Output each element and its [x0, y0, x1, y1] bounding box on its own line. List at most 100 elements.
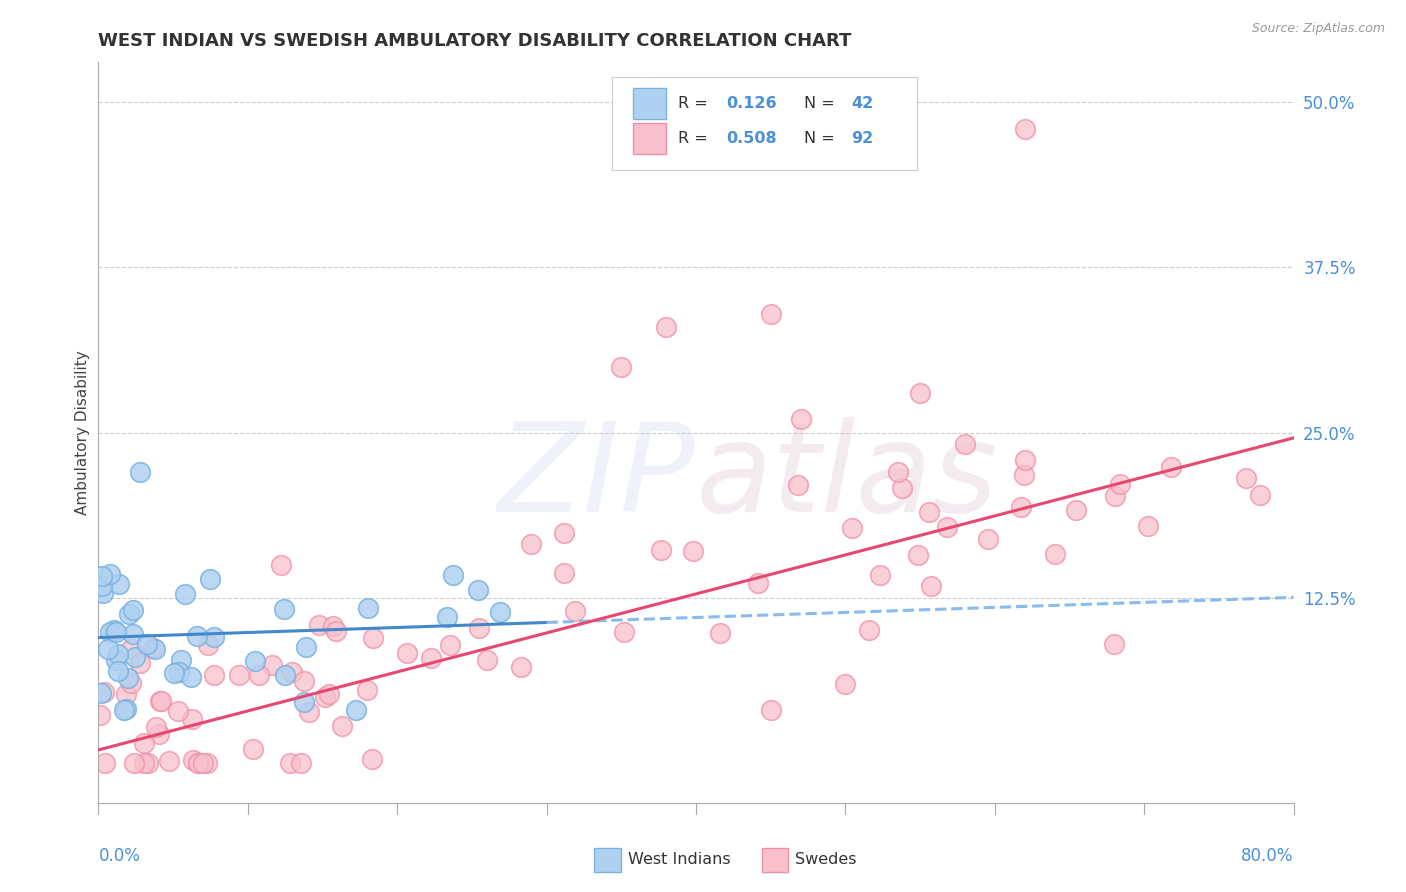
Point [747, 575, 769, 590]
Point [439, 638, 461, 652]
Point [1014, 121, 1036, 136]
Point [115, 701, 138, 715]
Point [98, 624, 121, 639]
Point [202, 667, 225, 681]
Point [170, 653, 193, 667]
Text: 80.0%: 80.0% [1241, 847, 1294, 865]
Point [1160, 459, 1182, 474]
Point [143, 641, 166, 656]
Point [1136, 518, 1159, 533]
Point [489, 605, 512, 619]
Point [325, 624, 347, 639]
Point [613, 624, 636, 639]
FancyBboxPatch shape [595, 848, 620, 871]
Point [655, 319, 678, 334]
Point [610, 359, 633, 374]
Point [118, 607, 141, 621]
Point [918, 505, 941, 519]
Point [90, 685, 112, 699]
Point [129, 465, 152, 479]
Point [436, 610, 458, 624]
Point [174, 587, 197, 601]
Point [157, 754, 180, 768]
Point [419, 651, 441, 665]
Point [134, 736, 156, 750]
Point [117, 671, 139, 685]
Point [120, 642, 142, 657]
Point [186, 629, 208, 643]
Point [360, 752, 382, 766]
Point [122, 603, 145, 617]
Point [132, 756, 155, 771]
Point [467, 583, 489, 598]
Point [195, 756, 218, 771]
Text: ZIP: ZIP [498, 417, 696, 538]
Point [357, 600, 380, 615]
Point [1014, 453, 1036, 467]
Point [135, 637, 157, 651]
Point [243, 654, 266, 668]
FancyBboxPatch shape [633, 87, 666, 119]
Text: 42: 42 [852, 95, 873, 111]
Point [128, 656, 150, 670]
Text: atlas: atlas [696, 417, 998, 538]
Point [1104, 489, 1126, 503]
Point [107, 665, 129, 679]
Point [858, 624, 880, 638]
Point [564, 604, 586, 618]
Point [145, 720, 167, 734]
Point [115, 687, 138, 701]
Point [187, 756, 209, 771]
Point [330, 719, 353, 733]
Point [953, 437, 976, 451]
Point [290, 756, 312, 771]
Point [281, 665, 304, 679]
Point [395, 647, 418, 661]
Point [786, 477, 808, 491]
Text: Source: ZipAtlas.com: Source: ZipAtlas.com [1251, 22, 1385, 36]
Point [759, 307, 782, 321]
Point [1104, 637, 1126, 651]
Point [361, 632, 384, 646]
Point [869, 568, 891, 582]
Point [91, 578, 114, 592]
Point [270, 558, 292, 572]
Point [1249, 488, 1271, 502]
Point [1043, 547, 1066, 561]
Point [181, 713, 204, 727]
Point [103, 623, 125, 637]
Point [136, 756, 159, 771]
Text: 92: 92 [852, 131, 873, 146]
Point [314, 690, 336, 704]
Point [356, 683, 378, 698]
Point [475, 652, 498, 666]
Point [122, 756, 145, 771]
Point [104, 653, 127, 667]
Point [977, 532, 1000, 546]
Point [834, 677, 856, 691]
Point [105, 625, 128, 640]
Point [91, 569, 114, 583]
Point [298, 705, 321, 719]
Point [318, 686, 340, 700]
Point [295, 640, 318, 655]
Point [228, 668, 250, 682]
Point [167, 665, 190, 680]
Point [1064, 503, 1087, 517]
Point [93, 685, 115, 699]
Point [197, 638, 219, 652]
Point [107, 647, 129, 661]
Point [292, 673, 315, 688]
Point [260, 657, 283, 672]
Text: R =: R = [678, 131, 713, 146]
FancyBboxPatch shape [613, 78, 917, 169]
Point [167, 704, 190, 718]
Point [89, 708, 111, 723]
Point [91, 586, 114, 600]
FancyBboxPatch shape [633, 123, 666, 154]
Point [108, 576, 131, 591]
Point [650, 543, 672, 558]
Point [191, 756, 214, 771]
Point [98, 567, 121, 582]
Point [200, 572, 222, 586]
